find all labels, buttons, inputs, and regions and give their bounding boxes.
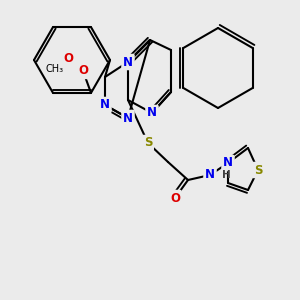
Text: H: H — [222, 170, 231, 180]
Text: S: S — [254, 164, 262, 176]
Text: O: O — [78, 64, 88, 77]
Text: N: N — [223, 157, 233, 169]
Text: CH₃: CH₃ — [46, 64, 64, 74]
Text: N: N — [123, 56, 133, 68]
Text: O: O — [170, 191, 180, 205]
Text: S: S — [144, 136, 152, 149]
Text: N: N — [100, 98, 110, 112]
Text: N: N — [147, 106, 157, 119]
Text: O: O — [63, 52, 73, 65]
Text: N: N — [123, 112, 133, 124]
Text: N: N — [205, 169, 215, 182]
